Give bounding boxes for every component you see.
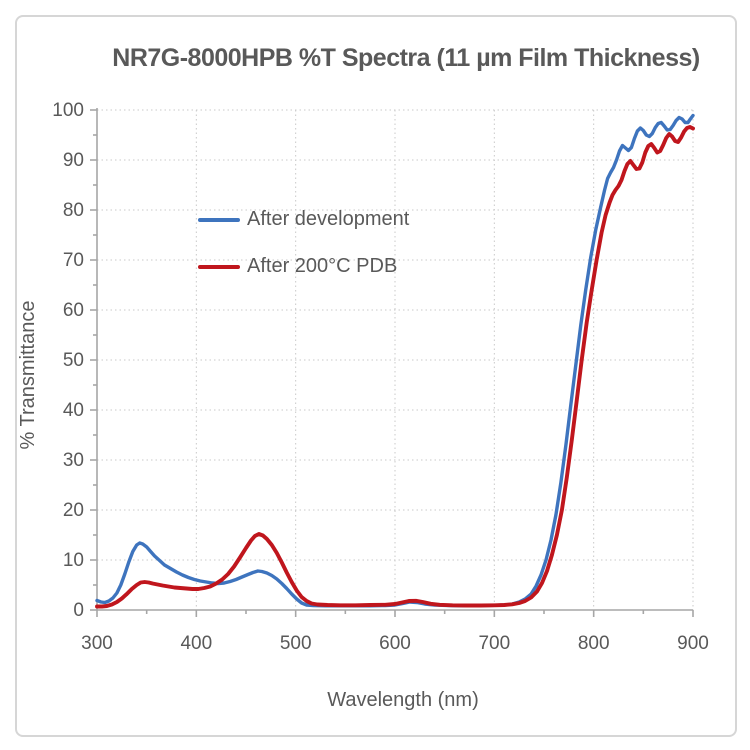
figure-frame: [15, 15, 737, 737]
svg-text:600: 600: [379, 633, 411, 654]
legend-swatch-after-development: [198, 217, 240, 222]
svg-text:900: 900: [677, 633, 709, 654]
legend-item-after-pdb: After 200°C PDB: [198, 255, 409, 278]
svg-text:100: 100: [52, 100, 84, 121]
legend-label-after-pdb: After 200°C PDB: [247, 255, 398, 277]
legend-swatch-after-pdb: [198, 264, 240, 269]
x-axis-label: Wavelength (nm): [327, 689, 479, 711]
series-line-after-pdb: [95, 125, 695, 609]
chart-title: NR7G-8000HPB %T Spectra (11 µm Film Thic…: [112, 44, 700, 72]
svg-text:20: 20: [63, 500, 84, 521]
svg-text:0: 0: [73, 600, 84, 621]
svg-text:60: 60: [63, 300, 84, 321]
svg-text:40: 40: [63, 400, 84, 421]
series-line-after-development: [95, 113, 695, 608]
svg-text:30: 30: [63, 450, 84, 471]
svg-text:80: 80: [63, 200, 84, 221]
svg-text:50: 50: [63, 350, 84, 371]
legend-item-after-development: After development: [198, 208, 409, 231]
svg-text:70: 70: [63, 250, 84, 271]
legend-label-after-development: After development: [247, 208, 410, 230]
svg-text:10: 10: [63, 550, 84, 571]
svg-text:90: 90: [63, 150, 84, 171]
svg-text:800: 800: [578, 633, 610, 654]
svg-text:400: 400: [180, 633, 212, 654]
y-axis-label: % Transmittance: [17, 301, 39, 450]
svg-text:300: 300: [81, 633, 113, 654]
svg-text:500: 500: [280, 633, 312, 654]
legend: After development After 200°C PDB: [198, 208, 409, 278]
svg-text:700: 700: [478, 633, 510, 654]
